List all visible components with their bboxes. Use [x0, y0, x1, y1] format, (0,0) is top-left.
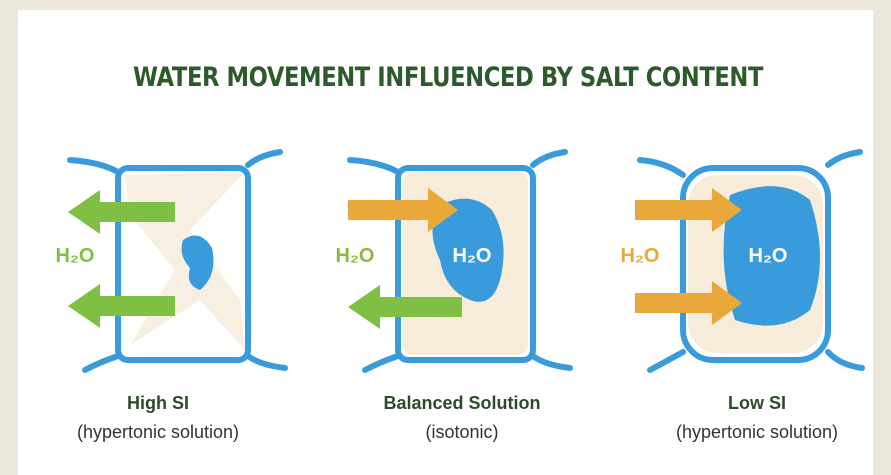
inside-label: H₂O — [453, 245, 492, 267]
panel-label: High SI — [127, 393, 189, 413]
diagram: WATER MOVEMENT INFLUENCED BY SALT CONTEN… — [0, 0, 891, 475]
panel-note: (hypertonic solution) — [676, 422, 838, 442]
inside-label: H₂O — [749, 245, 788, 267]
outside-label: H₂O — [621, 245, 660, 267]
page: WATER MOVEMENT INFLUENCED BY SALT CONTEN… — [0, 0, 891, 475]
panel-note: (isotonic) — [425, 422, 498, 442]
panel-note: (hypertonic solution) — [77, 422, 239, 442]
title: WATER MOVEMENT INFLUENCED BY SALT CONTEN… — [133, 62, 764, 93]
panel-label: Low SI — [728, 393, 786, 413]
outside-label: H₂O — [56, 245, 95, 267]
outside-label: H₂O — [336, 245, 375, 267]
panel-label: Balanced Solution — [383, 393, 540, 413]
